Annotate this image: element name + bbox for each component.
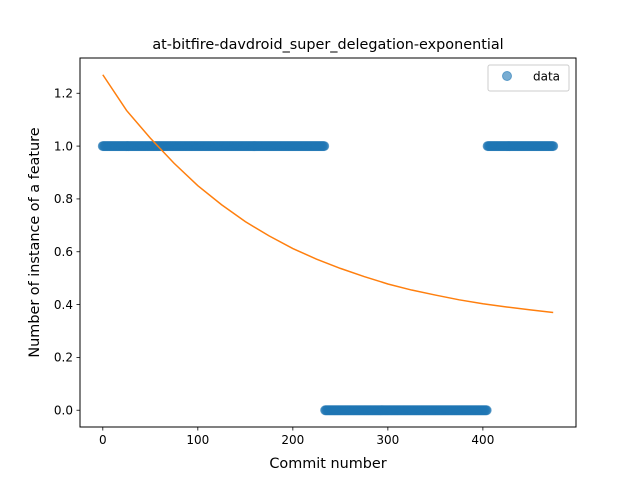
y-tick-label: 0.6 (54, 245, 73, 259)
x-axis-label: Commit number (269, 456, 386, 472)
x-tick-label: 300 (376, 433, 399, 447)
y-tick-label: 1.2 (54, 87, 73, 101)
y-tick-label: 0.8 (54, 192, 73, 206)
legend-marker-data (502, 71, 512, 81)
plot-frame (79, 57, 577, 428)
legend-label-data: data (533, 70, 560, 84)
x-tick-label: 200 (281, 433, 304, 447)
y-tick-label: 0.2 (54, 351, 73, 365)
fit-line (102, 74, 554, 314)
data-point (481, 405, 492, 416)
chart-title: at-bitfire-davdroid_super_delegation-exp… (152, 37, 503, 53)
y-tick-label: 0.4 (54, 298, 73, 312)
x-tick-label: 400 (471, 433, 494, 447)
data-point (319, 141, 330, 152)
axes: 0 100 200 300 400 0.0 0.2 0.4 0.6 0.8 1.0 1.2 (54, 87, 494, 447)
data-point (548, 141, 559, 152)
y-tick-label: 1.0 (54, 139, 73, 153)
y-tick-label: 0.0 (54, 404, 73, 418)
x-tick-label: 0 (99, 433, 107, 447)
legend: data (487, 64, 570, 92)
y-axis-label: Number of instance of a feature (27, 127, 43, 357)
x-tick-label: 100 (186, 433, 209, 447)
plot-area (97, 74, 559, 416)
